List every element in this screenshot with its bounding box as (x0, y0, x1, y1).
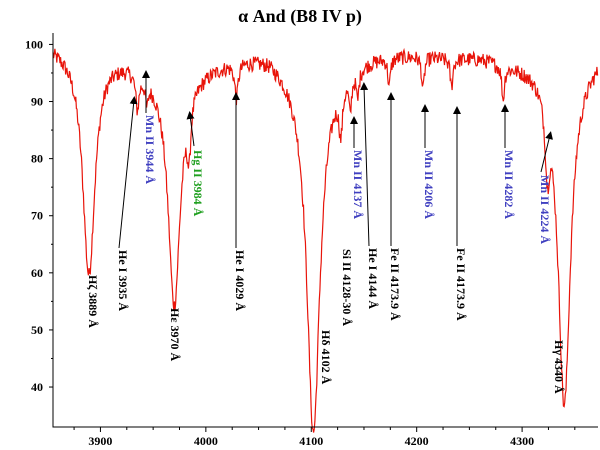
y-tick-label: 50 (31, 323, 43, 337)
y-tick-label: 70 (31, 209, 43, 223)
line-annotation-label: Hγ 4340 Å (552, 340, 566, 394)
y-tick-label: 40 (31, 380, 43, 394)
x-tick-label: 4200 (405, 434, 429, 448)
y-tick-label: 80 (31, 152, 43, 166)
chart-title: α And (B8 IV p) (238, 6, 362, 27)
line-annotation-label: Fe II 4173.9 Å (454, 248, 468, 321)
line-annotation-label: Hg II 3984 Å (191, 150, 205, 217)
line-annotations: Hζ 3889 Å He I 3935 Å Mn II 3944 Å Hε 3970 … (86, 70, 566, 394)
line-annotation-label: Mn II 4224 Å (538, 175, 552, 244)
spectrum-series (52, 47, 599, 433)
annotation-arrow (540, 131, 553, 173)
x-tick-label: 4300 (510, 434, 534, 448)
spectrum-line (52, 47, 599, 433)
line-annotation-label: He I 3935 Å (116, 250, 130, 311)
y-tick-label: 100 (25, 37, 43, 51)
line-annotation-label: Mn II 4282 Å (502, 150, 516, 219)
y-tick-label: 90 (31, 95, 43, 109)
x-tick-label: 4000 (194, 434, 218, 448)
annotation-arrow (360, 82, 370, 247)
annotation-arrow (186, 111, 195, 147)
chart-axes: 40 50 60 70 80 90 100 3900 4000 4100 4200 4300 (25, 33, 598, 448)
y-tick-label: 60 (31, 266, 43, 280)
x-tick-label: 3900 (88, 434, 112, 448)
x-tick-label: 4100 (299, 434, 323, 448)
line-annotation-label: Mn II 4206 Å (422, 150, 436, 219)
line-annotation-label: He I 4144 Å (366, 248, 380, 309)
line-annotation-label: He I 4029 Å (233, 250, 247, 311)
line-annotation-label: Hζ 3889 Å (86, 275, 100, 328)
line-annotation-label: Mn II 4137 Å (351, 150, 365, 219)
line-annotation-label: Si II 4128-30 Å (340, 249, 354, 326)
annotation-arrow (118, 96, 138, 249)
line-annotation-label: Fe II 4173.9 Å (388, 248, 402, 321)
line-annotation-label: Hδ 4102 Å (319, 330, 333, 385)
line-annotation-label: Mn II 3944 Å (143, 115, 157, 184)
line-annotation-label: Hε 3970 Å (168, 308, 182, 361)
